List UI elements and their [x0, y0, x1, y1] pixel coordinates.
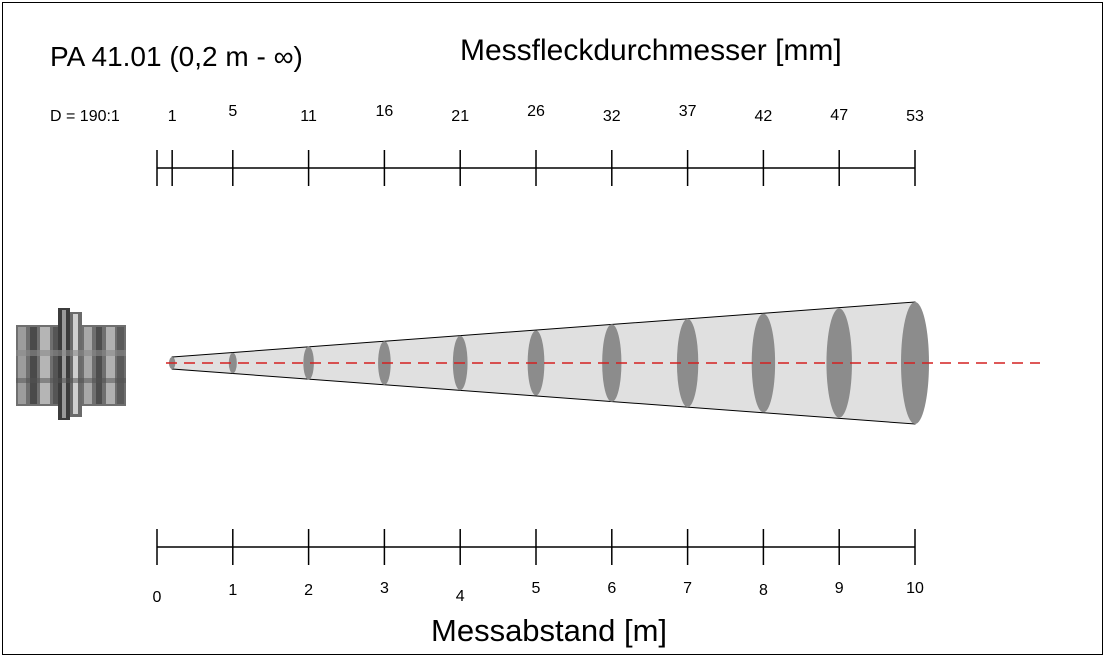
spot-size-label: 5: [228, 103, 237, 120]
distance-label: 4: [456, 588, 465, 605]
spot-size-label: 21: [451, 108, 469, 125]
spot-size-label: 37: [679, 103, 697, 120]
ratio-label: D = 190:1: [50, 108, 120, 125]
spot-size-label: 42: [755, 108, 773, 125]
spot-size-label: 53: [906, 108, 924, 125]
spot-ellipse: [676, 318, 699, 408]
spot-size-label: 47: [830, 107, 848, 124]
distance-label: 3: [380, 580, 389, 597]
spot-axis-label: Messfleckdurchmesser [mm]: [460, 34, 842, 67]
spot-size-label: 32: [603, 108, 621, 125]
distance-label: 2: [304, 582, 313, 599]
distance-label: 0: [153, 589, 162, 606]
spot-size-label: 11: [300, 108, 317, 125]
spot-ellipse: [228, 352, 237, 374]
spot-size-label: 1: [168, 108, 177, 125]
spot-ellipse: [303, 346, 314, 380]
spot-size-label: 26: [527, 103, 545, 120]
spot-ellipse: [602, 324, 622, 402]
distance-label: 5: [532, 580, 541, 597]
distance-label: 8: [759, 582, 768, 599]
distance-label: 10: [906, 580, 924, 597]
distance-axis-label: Messabstand [m]: [431, 613, 667, 648]
distance-label: 1: [228, 582, 237, 599]
distance-label: 6: [607, 580, 616, 597]
spot-ellipse: [901, 302, 929, 424]
sensor-icon: [16, 308, 126, 420]
distance-label: 9: [835, 580, 844, 597]
title: PA 41.01 (0,2 m - ∞): [50, 41, 303, 72]
spot-size-label: 16: [376, 103, 394, 120]
distance-label: 7: [683, 580, 692, 597]
